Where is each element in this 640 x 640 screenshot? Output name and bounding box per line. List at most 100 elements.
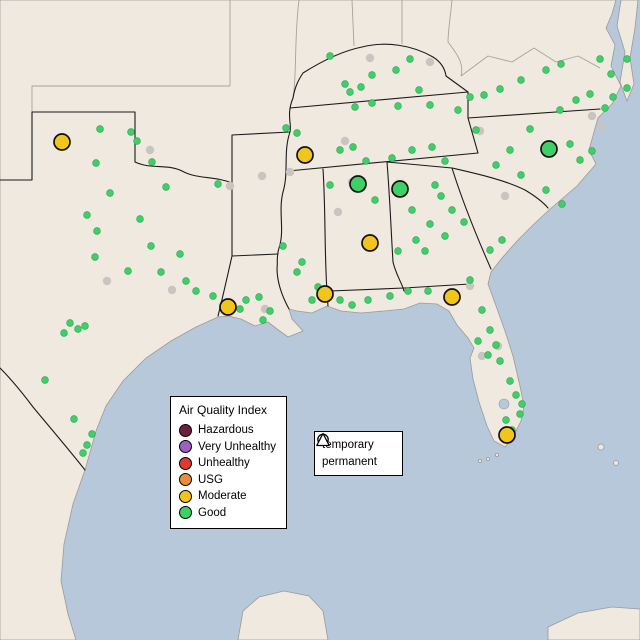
station-marker-large-good[interactable] bbox=[391, 180, 409, 198]
station-marker-small-good[interactable] bbox=[492, 341, 500, 349]
station-marker-small-good[interactable] bbox=[588, 147, 596, 155]
station-marker-small-good[interactable] bbox=[368, 71, 376, 79]
station-marker-small-good[interactable] bbox=[326, 181, 334, 189]
station-marker-small-good[interactable] bbox=[492, 161, 500, 169]
station-marker-small-good[interactable] bbox=[506, 146, 514, 154]
station-marker-small-good[interactable] bbox=[308, 296, 316, 304]
station-marker-small-good[interactable] bbox=[386, 292, 394, 300]
station-marker-small-good[interactable] bbox=[441, 232, 449, 240]
station-marker-small-good[interactable] bbox=[556, 106, 564, 114]
station-marker-small-good[interactable] bbox=[394, 102, 402, 110]
station-marker-small-good[interactable] bbox=[426, 220, 434, 228]
station-marker-large-moderate[interactable] bbox=[316, 285, 334, 303]
station-marker-small-good[interactable] bbox=[93, 227, 101, 235]
station-marker-small-good[interactable] bbox=[496, 85, 504, 93]
station-marker-small-good[interactable] bbox=[566, 140, 574, 148]
station-marker-small-good[interactable] bbox=[472, 126, 480, 134]
station-marker-small-good[interactable] bbox=[127, 128, 135, 136]
station-marker-small-good[interactable] bbox=[431, 181, 439, 189]
station-marker-small-good[interactable] bbox=[596, 55, 604, 63]
station-marker-small-good[interactable] bbox=[404, 287, 412, 295]
station-marker-small-good[interactable] bbox=[368, 99, 376, 107]
station-marker-small-good[interactable] bbox=[148, 158, 156, 166]
station-marker-small-good[interactable] bbox=[474, 337, 482, 345]
station-marker-small-good[interactable] bbox=[572, 96, 580, 104]
station-marker-small-good[interactable] bbox=[341, 80, 349, 88]
station-marker-small-good[interactable] bbox=[454, 106, 462, 114]
station-marker-small-good[interactable] bbox=[394, 247, 402, 255]
station-marker-small-good[interactable] bbox=[542, 66, 550, 74]
station-marker-small-good[interactable] bbox=[466, 276, 474, 284]
station-marker-small-good[interactable] bbox=[392, 66, 400, 74]
station-marker-small-good[interactable] bbox=[192, 287, 200, 295]
station-marker-small-good[interactable] bbox=[364, 296, 372, 304]
station-marker-small-good[interactable] bbox=[609, 93, 617, 101]
station-marker-small-good[interactable] bbox=[336, 146, 344, 154]
station-marker-small-good[interactable] bbox=[498, 236, 506, 244]
station-marker-small-good[interactable] bbox=[279, 242, 287, 250]
station-marker-small-good[interactable] bbox=[266, 307, 274, 315]
station-marker-small-good[interactable] bbox=[518, 400, 526, 408]
station-marker-small-good[interactable] bbox=[526, 125, 534, 133]
station-marker-large-moderate[interactable] bbox=[361, 234, 379, 252]
station-marker-small-good[interactable] bbox=[81, 322, 89, 330]
station-marker-small-good[interactable] bbox=[74, 325, 82, 333]
station-marker-small-good[interactable] bbox=[415, 86, 423, 94]
station-marker-small-good[interactable] bbox=[255, 293, 263, 301]
station-marker-small-good[interactable] bbox=[79, 449, 87, 457]
station-marker-small-good[interactable] bbox=[214, 180, 222, 188]
station-marker-small-good[interactable] bbox=[408, 206, 416, 214]
station-marker-small-good[interactable] bbox=[502, 416, 510, 424]
station-marker-small-good[interactable] bbox=[162, 183, 170, 191]
station-marker-small-good[interactable] bbox=[623, 55, 631, 63]
station-marker-small-good[interactable] bbox=[517, 171, 525, 179]
station-marker-small-good[interactable] bbox=[133, 137, 141, 145]
station-marker-large-moderate[interactable] bbox=[53, 133, 71, 151]
station-marker-small-good[interactable] bbox=[388, 154, 396, 162]
station-marker-small-good[interactable] bbox=[83, 441, 91, 449]
station-marker-small-good[interactable] bbox=[259, 316, 267, 324]
station-marker-large-moderate[interactable] bbox=[498, 426, 516, 444]
station-marker-small-good[interactable] bbox=[326, 52, 334, 60]
station-marker-small-good[interactable] bbox=[236, 305, 244, 313]
station-marker-small-good[interactable] bbox=[147, 242, 155, 250]
station-marker-small-good[interactable] bbox=[357, 83, 365, 91]
station-marker-small-good[interactable] bbox=[607, 70, 615, 78]
station-marker-small-good[interactable] bbox=[408, 146, 416, 154]
station-marker-small-good[interactable] bbox=[466, 93, 474, 101]
station-marker-small-good[interactable] bbox=[91, 253, 99, 261]
station-marker-small-good[interactable] bbox=[586, 90, 594, 98]
station-marker-small-good[interactable] bbox=[60, 329, 68, 337]
station-marker-small-good[interactable] bbox=[157, 268, 165, 276]
station-marker-small-good[interactable] bbox=[242, 296, 250, 304]
station-marker-large-moderate[interactable] bbox=[296, 146, 314, 164]
station-marker-small-good[interactable] bbox=[209, 292, 217, 300]
station-marker-small-good[interactable] bbox=[484, 351, 492, 359]
station-marker-small-good[interactable] bbox=[293, 268, 301, 276]
station-marker-small-good[interactable] bbox=[506, 377, 514, 385]
station-marker-small-good[interactable] bbox=[293, 129, 301, 137]
station-marker-large-moderate[interactable] bbox=[219, 298, 237, 316]
station-marker-small-good[interactable] bbox=[41, 376, 49, 384]
station-marker-small-good[interactable] bbox=[437, 192, 445, 200]
station-marker-small-good[interactable] bbox=[182, 277, 190, 285]
station-marker-small-good[interactable] bbox=[517, 76, 525, 84]
station-marker-small-good[interactable] bbox=[480, 91, 488, 99]
station-marker-small-good[interactable] bbox=[176, 250, 184, 258]
station-marker-small-good[interactable] bbox=[406, 55, 414, 63]
station-marker-small-good[interactable] bbox=[558, 200, 566, 208]
station-marker-small-good[interactable] bbox=[486, 326, 494, 334]
station-marker-small-good[interactable] bbox=[66, 319, 74, 327]
station-marker-small-good[interactable] bbox=[96, 125, 104, 133]
station-marker-small-good[interactable] bbox=[336, 296, 344, 304]
station-marker-small-good[interactable] bbox=[486, 246, 494, 254]
station-marker-small-good[interactable] bbox=[448, 206, 456, 214]
station-marker-small-good[interactable] bbox=[557, 60, 565, 68]
station-marker-small-good[interactable] bbox=[136, 215, 144, 223]
station-marker-small-good[interactable] bbox=[83, 211, 91, 219]
station-marker-small-good[interactable] bbox=[371, 196, 379, 204]
station-marker-small-good[interactable] bbox=[282, 124, 290, 132]
station-marker-large-good[interactable] bbox=[349, 175, 367, 193]
